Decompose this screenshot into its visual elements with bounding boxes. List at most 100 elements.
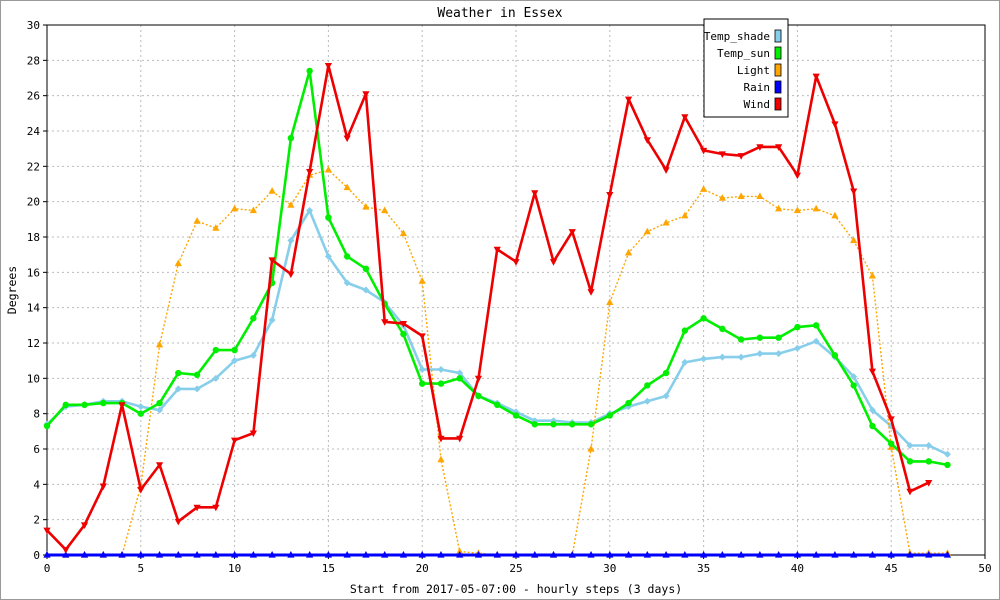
data-point-temp-shade [137,403,145,411]
data-point-temp-shade [343,279,351,287]
data-point-temp-sun [775,334,782,341]
data-point-wind [512,259,520,266]
data-point-light [775,204,783,212]
data-point-temp-sun [156,399,163,407]
data-point-wind [549,259,558,266]
data-point-light [868,271,877,279]
data-point-light [756,192,764,199]
data-point-rain [118,551,126,558]
data-point-wind [306,169,314,176]
grid [47,25,985,555]
y-tick-label: 16 [27,266,40,279]
data-point-rain [700,551,708,558]
y-tick-label: 2 [33,514,40,527]
data-point-temp-shade [456,369,464,377]
data-point-rain [718,551,726,558]
data-point-rain [306,551,314,558]
data-point-wind [193,504,201,512]
y-tick-label: 22 [27,160,40,173]
data-point-light [174,259,182,267]
data-point-temp-sun [81,401,88,409]
data-point-wind [681,114,689,121]
data-point-light [343,183,351,191]
data-point-light [212,224,220,231]
data-point-rain [850,551,858,558]
legend: Temp_shade Temp_sun Light Rain Wind [703,18,789,118]
x-tick-label: 20 [416,562,429,575]
data-point-temp-sun [212,346,220,354]
data-point-wind [137,487,145,494]
data-point-rain [362,551,370,558]
data-point-light [287,201,295,208]
data-point-rain [925,551,933,558]
data-point-light [268,187,276,194]
data-point-rain [137,551,145,558]
data-point-rain [606,551,614,558]
data-point-wind [437,435,445,443]
legend-swatch-light [774,63,782,77]
data-point-temp-sun [400,330,407,338]
x-tick-label: 25 [509,562,522,575]
data-point-rain [62,551,70,558]
data-point-wind [531,190,539,197]
data-point-temp-sun [606,412,613,419]
x-tick-label: 0 [44,562,51,575]
data-point-light [324,165,332,173]
data-point-wind [381,319,389,326]
data-point-temp-sun [306,67,313,75]
data-point-temp-sun [644,382,651,389]
data-point-light [700,185,708,192]
data-point-rain [568,551,576,558]
data-point-rain [887,551,895,558]
data-point-wind [568,229,576,236]
data-point-wind [456,435,464,443]
data-point-wind [775,144,783,151]
data-point-temp-sun [475,392,482,400]
data-point-temp-sun [494,401,501,409]
data-point-temp-sun [625,399,632,407]
data-point-light [812,204,820,212]
x-tick-label: 5 [137,562,144,575]
data-point-rain [587,551,595,558]
data-point-temp-shade [362,286,370,294]
data-point-temp-shade [306,207,314,214]
data-point-temp-sun [325,214,332,221]
data-point-temp-sun [906,458,914,465]
y-tick-label: 18 [27,231,40,244]
data-point-light [249,206,257,214]
series-rain [43,551,952,558]
data-point-temp-sun [62,401,69,409]
data-point-temp-shade [850,373,858,381]
data-point-temp-shade [662,392,670,400]
x-tick-label: 45 [885,562,898,575]
data-point-rain [662,551,670,558]
data-point-temp-shade [925,441,933,449]
data-point-wind [925,479,933,487]
data-point-light [624,248,633,256]
data-point-rain [643,551,651,558]
data-point-rain [231,551,239,558]
y-tick-label: 6 [33,443,40,456]
data-point-rain [474,551,483,558]
data-point-light [662,218,670,226]
series-line-wind [46,64,930,552]
data-point-rain [174,551,182,558]
data-point-temp-sun [437,380,445,387]
data-point-light [850,236,858,244]
data-point-rain [381,551,389,558]
data-point-rain [287,551,295,558]
data-point-temp-shade [324,252,332,260]
data-point-light [399,229,408,237]
data-point-temp-sun [662,369,670,377]
data-point-temp-sun [175,369,182,377]
data-point-temp-shade [193,385,201,393]
data-point-light [456,547,464,555]
data-point-rain [775,551,783,558]
data-point-rain [793,551,801,558]
data-point-rain [737,551,745,558]
data-point-temp-sun [869,422,876,430]
data-point-temp-sun [737,336,745,343]
data-point-temp-sun [681,327,689,334]
x-tick-label: 10 [228,562,241,575]
data-point-temp-sun [287,134,295,142]
